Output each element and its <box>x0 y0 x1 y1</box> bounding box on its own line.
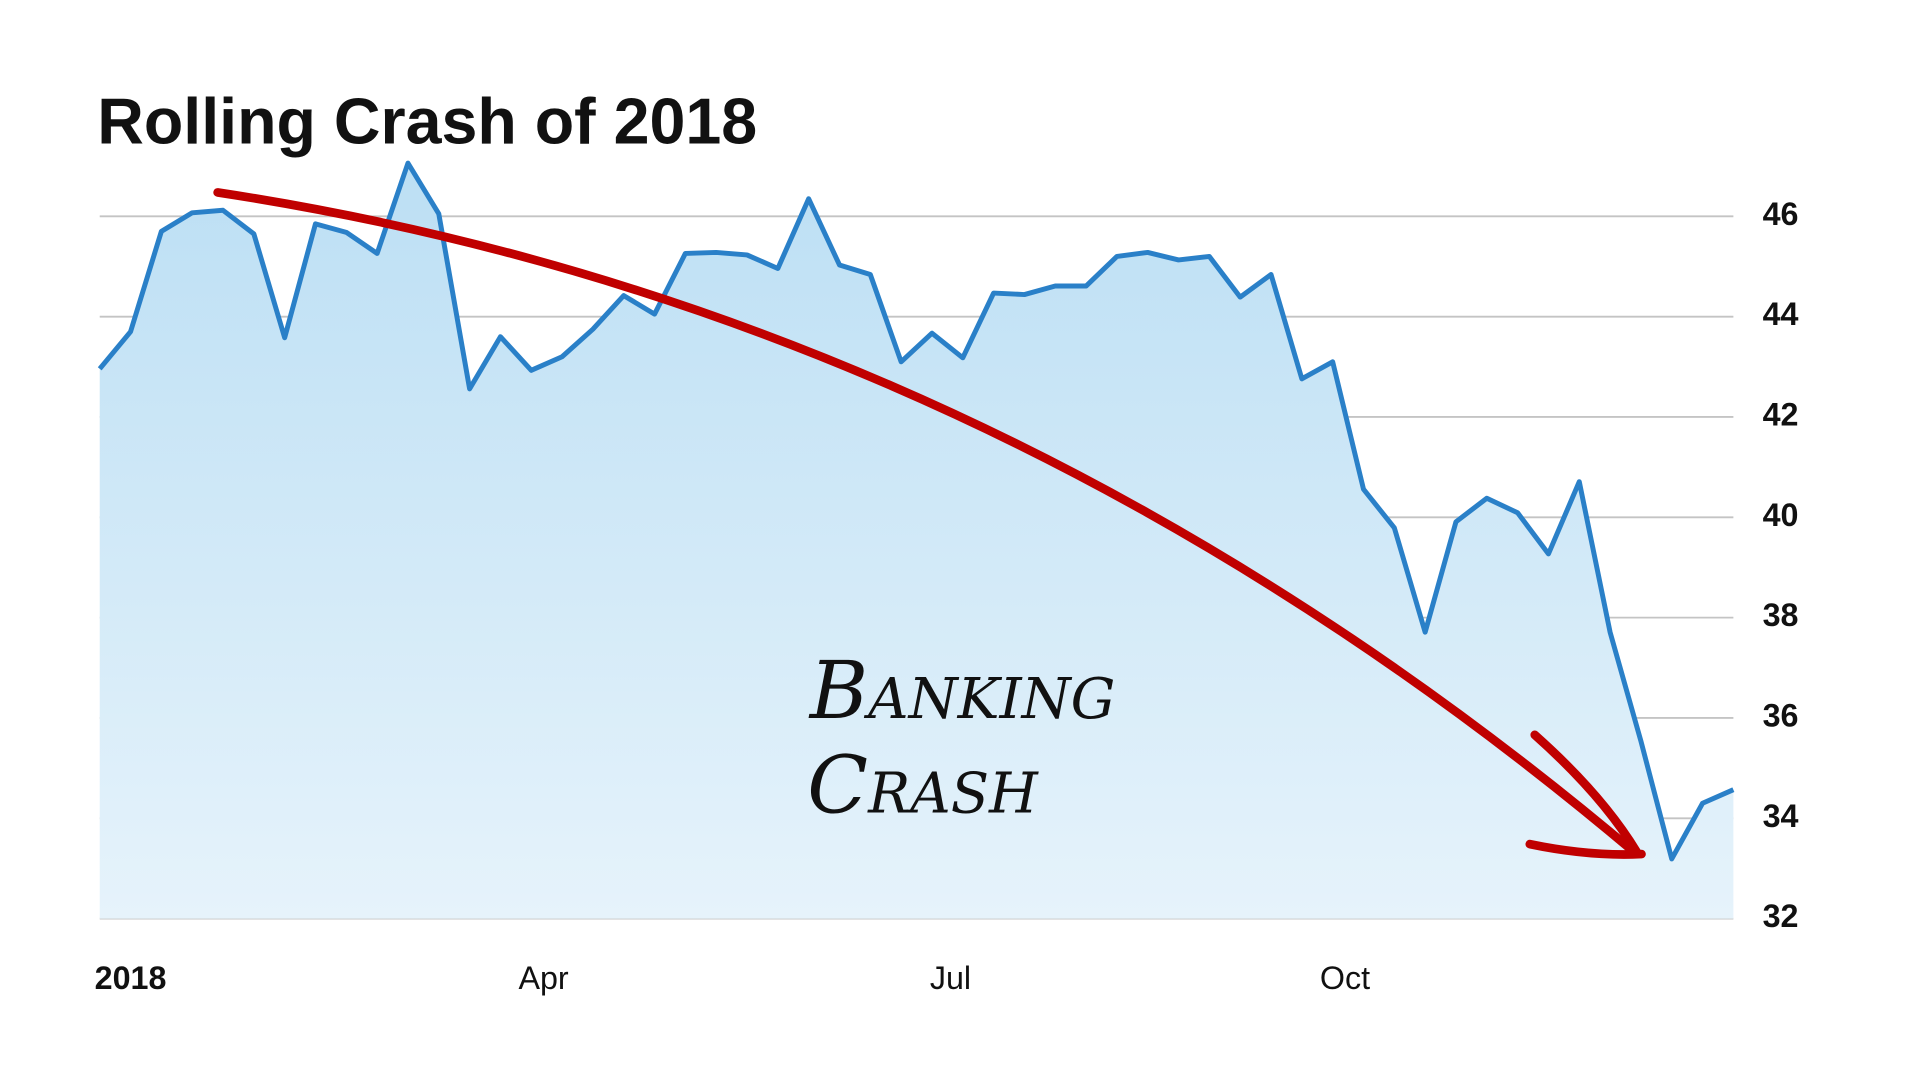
arrow-head <box>1525 839 1646 859</box>
line <box>97 160 1735 862</box>
y-tick-label: 36 <box>1763 697 1799 733</box>
x-tick-label: Apr <box>518 960 568 996</box>
y-tick-label: 44 <box>1763 296 1799 332</box>
y-tick-label: 32 <box>1763 898 1799 934</box>
y-tick-label: 34 <box>1763 798 1799 834</box>
annotation-text: Crash <box>807 739 1039 832</box>
x-tick-label: Jul <box>930 960 971 996</box>
arrow-head <box>1530 730 1641 856</box>
y-tick-label: 42 <box>1763 396 1799 432</box>
area <box>99 163 1734 919</box>
y-tick-label: 46 <box>1763 196 1799 232</box>
y-tick-label: 40 <box>1763 497 1799 533</box>
arrow-shaft <box>213 188 1641 859</box>
x-tick-label: 2018 <box>95 960 167 996</box>
annotation-text: Banking <box>808 644 1116 737</box>
y-tick-label: 38 <box>1763 597 1799 633</box>
x-tick-label: Oct <box>1320 960 1370 996</box>
annotation-arrow <box>213 188 1646 859</box>
chart-title: Rolling Crash of 2018 <box>97 86 757 158</box>
